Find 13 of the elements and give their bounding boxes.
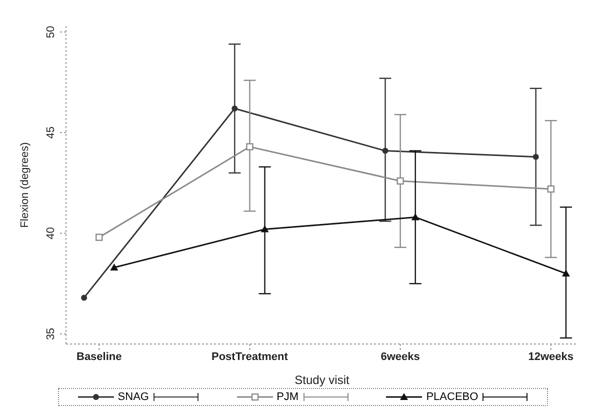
y-tick-label: 35 — [45, 328, 57, 340]
x-tick-label: Baseline — [76, 350, 122, 363]
y-tick-label: 50 — [45, 26, 57, 38]
x-tick-label: PostTreatment — [212, 350, 288, 363]
legend-label: SNAG — [116, 391, 150, 403]
y-axis-title: Flexion (degrees) — [18, 142, 31, 228]
y-tick-label: 40 — [45, 227, 57, 240]
x-tick-label: 12weeks — [528, 350, 574, 363]
x-axis-title: Study visit — [294, 373, 350, 387]
legend-label: PLACEBO — [425, 391, 480, 403]
y-tick-label: 45 — [45, 126, 57, 139]
legend-label: PJM — [276, 391, 300, 403]
x-tick-label: 6weeks — [380, 350, 420, 363]
